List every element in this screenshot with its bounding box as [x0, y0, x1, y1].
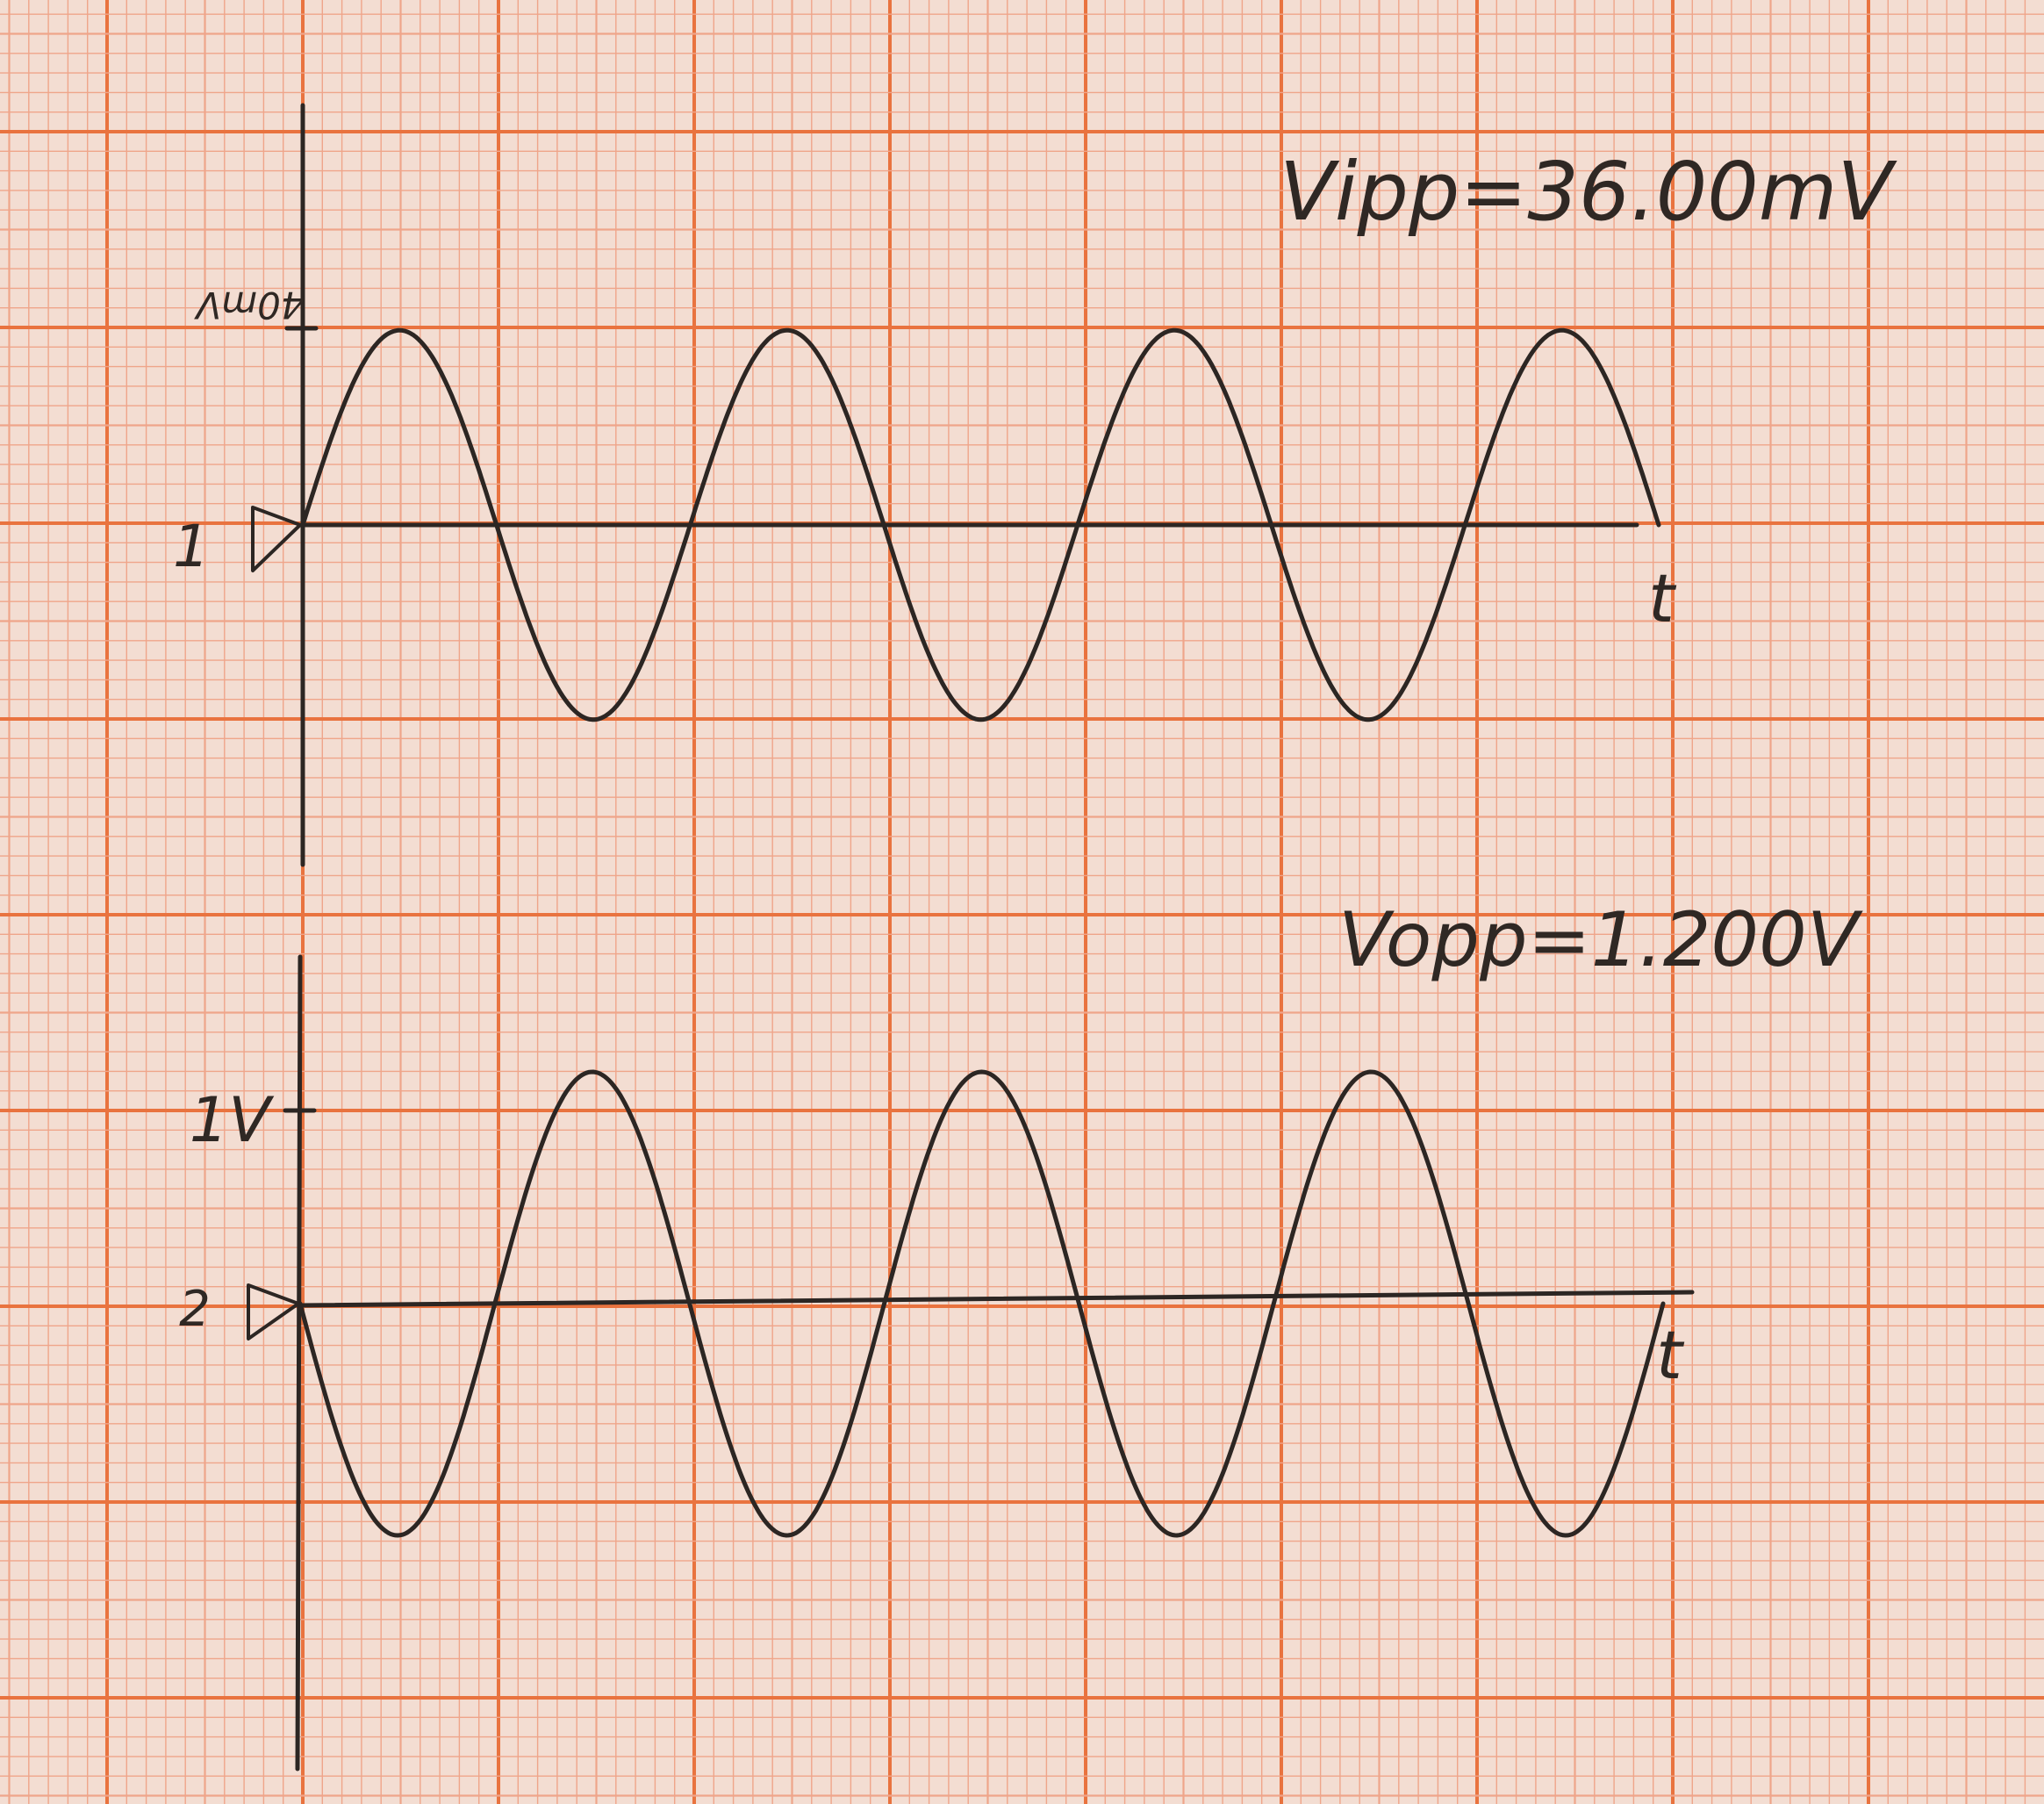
input-chart: 40mV 1 t Vipp=36.00mV — [173, 103, 1897, 867]
output-sine-wave — [298, 1069, 1666, 1538]
input-vpp-annotation: Vipp=36.00mV — [1280, 145, 1897, 239]
output-x-label: t — [1656, 1316, 1685, 1394]
output-x-axis — [298, 1290, 1695, 1308]
input-zero-arrow — [251, 506, 302, 572]
output-zero-arrow — [247, 1283, 300, 1340]
input-x-label: t — [1648, 559, 1677, 637]
input-ytick-label: 40mV — [193, 284, 304, 327]
output-vpp-annotation: Vopp=1.200V — [1338, 896, 1863, 984]
output-zero-marker: 2 — [179, 1281, 211, 1338]
output-y-axis — [295, 954, 303, 1772]
output-ytick-label: 1V — [190, 1084, 275, 1156]
input-sine-wave — [300, 327, 1661, 722]
output-chart: 1V 2 t Vopp=1.200V — [179, 896, 1863, 1772]
input-zero-marker: 1 — [173, 513, 210, 580]
